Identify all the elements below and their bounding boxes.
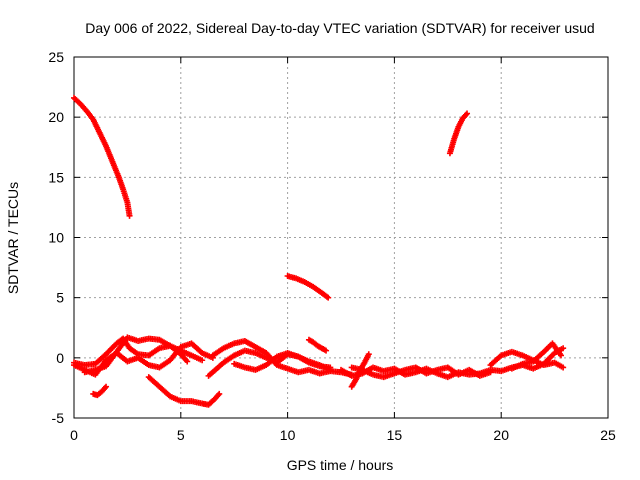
series-arc-midday — [284, 273, 332, 301]
y-tick-label: 20 — [48, 109, 64, 125]
data-marks — [71, 94, 567, 408]
series-arc-early-high — [71, 94, 133, 219]
y-tick-label: 10 — [48, 230, 64, 246]
grid-lines — [74, 57, 608, 418]
data-point — [216, 390, 223, 397]
data-point — [103, 383, 110, 390]
y-tick-label: 15 — [48, 169, 64, 185]
data-point — [560, 364, 567, 371]
data-point — [323, 347, 330, 354]
x-tick-label: 5 — [177, 427, 185, 443]
series-arc-9 — [348, 351, 372, 390]
data-point — [464, 110, 471, 117]
y-tick-label: -5 — [52, 410, 65, 426]
y-tick-label: 0 — [56, 350, 64, 366]
axis-ticks: 0 5 10 15 20 25 -5 0 5 10 15 20 25 — [48, 49, 616, 443]
series-arc-evening — [446, 110, 471, 157]
data-point — [126, 212, 133, 219]
series-arc-6 — [305, 336, 330, 354]
series-arc-12 — [508, 340, 565, 372]
data-point — [327, 366, 334, 373]
series-arc-low-dip — [145, 374, 223, 408]
data-point — [560, 345, 567, 352]
y-tick-label: 25 — [48, 49, 64, 65]
y-axis-label: SDTVAR / TECUs — [5, 182, 21, 294]
data-point — [184, 358, 191, 365]
series-arc-short-neg — [90, 383, 110, 399]
x-tick-label: 0 — [70, 427, 78, 443]
series-arc-8 — [348, 364, 494, 381]
x-axis-label: GPS time / hours — [287, 457, 394, 473]
data-point — [199, 357, 206, 364]
data-point — [558, 352, 565, 359]
x-tick-label: 10 — [280, 427, 296, 443]
x-tick-label: 25 — [600, 427, 616, 443]
series-arc-2 — [71, 340, 216, 378]
chart-title: Day 006 of 2022, Sidereal Day-to-day VTE… — [85, 20, 594, 36]
data-point — [365, 351, 372, 358]
x-tick-label: 20 — [493, 427, 509, 443]
x-tick-label: 15 — [387, 427, 403, 443]
data-point — [325, 294, 332, 301]
series-arc-5 — [231, 350, 334, 373]
series-arc-11 — [476, 345, 567, 377]
y-tick-label: 5 — [56, 290, 64, 306]
